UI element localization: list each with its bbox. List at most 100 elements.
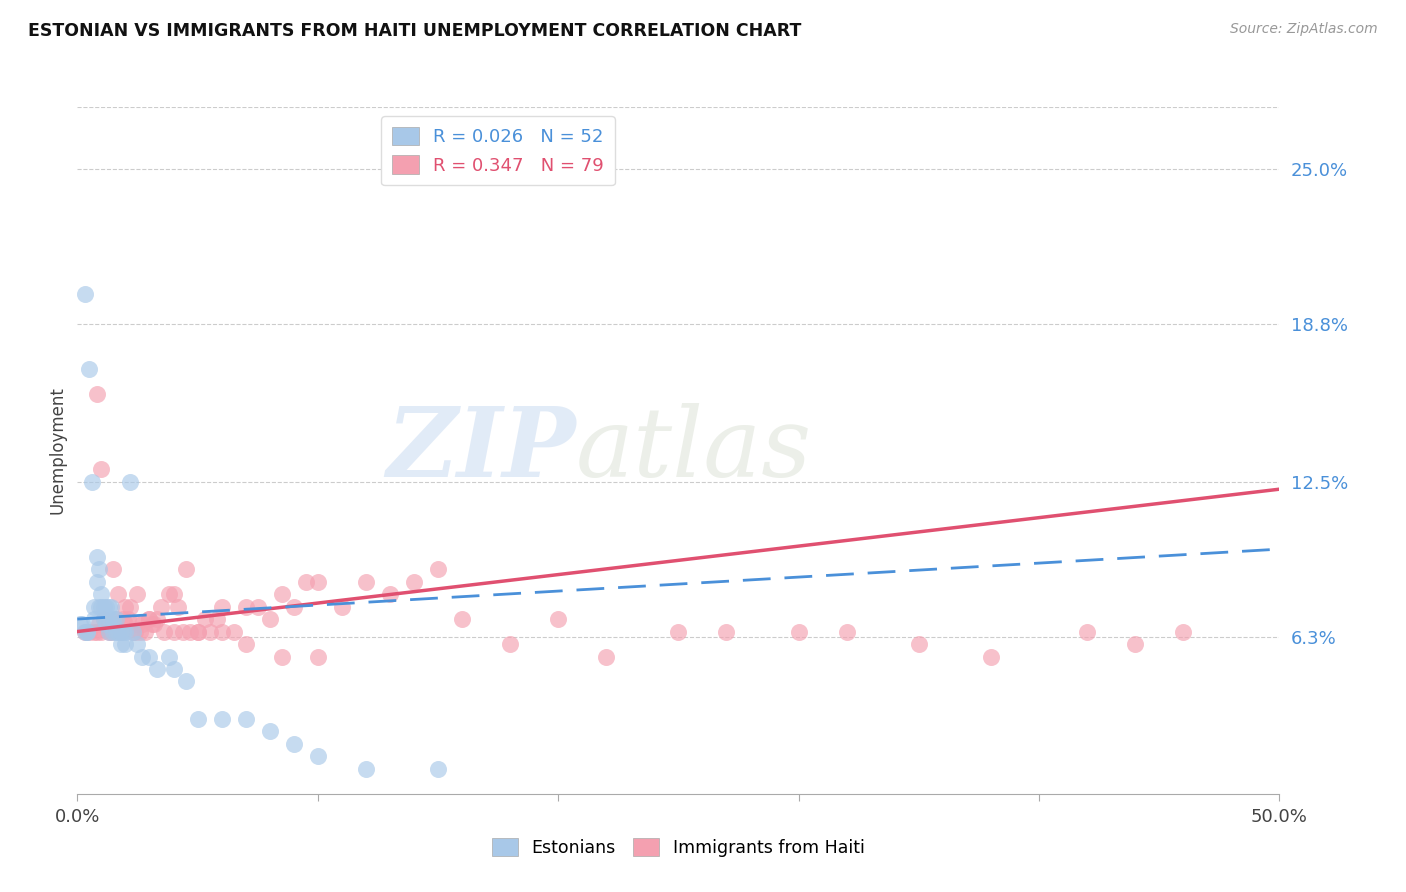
Point [73, 624, 96, 639]
Point [908, 637, 931, 651]
Point [93, 612, 115, 626]
Point [107, 624, 129, 639]
Point [1123, 637, 1146, 651]
Point [69, 617, 91, 632]
Point [79, 624, 101, 639]
Point [157, 587, 180, 601]
Point [259, 612, 281, 626]
Point [104, 612, 127, 626]
Point [76, 624, 98, 639]
Point [283, 737, 305, 751]
Point [97, 599, 120, 614]
Point [668, 624, 690, 639]
Point [198, 624, 221, 639]
Point [90, 599, 112, 614]
Point [120, 599, 142, 614]
Point [294, 574, 316, 589]
Point [104, 624, 127, 639]
Point [835, 624, 858, 639]
Point [211, 599, 233, 614]
Point [211, 624, 233, 639]
Point [980, 649, 1002, 664]
Point [145, 612, 167, 626]
Legend: Estonians, Immigrants from Haiti: Estonians, Immigrants from Haiti [485, 831, 872, 864]
Point [270, 649, 292, 664]
Point [427, 562, 450, 576]
Point [716, 624, 738, 639]
Point [157, 649, 180, 664]
Point [93, 612, 115, 626]
Point [103, 617, 125, 632]
Point [143, 617, 166, 632]
Point [283, 599, 305, 614]
Point [120, 475, 142, 489]
Point [87, 599, 110, 614]
Point [595, 649, 617, 664]
Point [194, 612, 217, 626]
Text: ESTONIAN VS IMMIGRANTS FROM HAITI UNEMPLOYMENT CORRELATION CHART: ESTONIAN VS IMMIGRANTS FROM HAITI UNEMPL… [28, 22, 801, 40]
Point [107, 587, 129, 601]
Point [499, 637, 522, 651]
Point [174, 674, 197, 689]
Point [378, 587, 401, 601]
Point [141, 617, 163, 632]
Point [235, 599, 257, 614]
Point [1076, 624, 1098, 639]
Point [96, 617, 118, 632]
Point [86, 549, 108, 564]
Point [162, 624, 184, 639]
Point [83, 612, 105, 626]
Point [103, 624, 125, 639]
Point [174, 562, 197, 576]
Point [402, 574, 425, 589]
Point [100, 624, 122, 639]
Text: atlas: atlas [576, 403, 813, 498]
Point [127, 587, 149, 601]
Point [104, 612, 127, 626]
Point [70, 617, 93, 632]
Point [121, 624, 143, 639]
Point [307, 749, 329, 764]
Point [86, 574, 108, 589]
Y-axis label: Unemployment: Unemployment [48, 386, 66, 515]
Point [121, 624, 143, 639]
Point [110, 624, 132, 639]
Point [87, 617, 110, 632]
Point [259, 724, 281, 739]
Point [86, 387, 108, 401]
Point [211, 712, 233, 726]
Point [87, 562, 110, 576]
Point [103, 612, 125, 626]
Point [114, 617, 136, 632]
Point [73, 287, 96, 301]
Point [307, 649, 329, 664]
Point [117, 612, 139, 626]
Point [76, 624, 98, 639]
Point [80, 475, 103, 489]
Point [110, 637, 132, 651]
Point [97, 624, 120, 639]
Point [93, 599, 115, 614]
Point [235, 712, 257, 726]
Point [150, 599, 173, 614]
Point [451, 612, 474, 626]
Point [73, 624, 96, 639]
Point [246, 599, 269, 614]
Point [83, 624, 105, 639]
Point [162, 587, 184, 601]
Point [97, 612, 120, 626]
Point [131, 649, 153, 664]
Point [128, 624, 150, 639]
Point [127, 637, 149, 651]
Point [110, 624, 132, 639]
Point [96, 599, 118, 614]
Point [127, 617, 149, 632]
Point [114, 599, 136, 614]
Text: Source: ZipAtlas.com: Source: ZipAtlas.com [1230, 22, 1378, 37]
Point [186, 624, 209, 639]
Point [145, 662, 167, 676]
Point [1173, 624, 1195, 639]
Point [134, 624, 156, 639]
Point [354, 574, 377, 589]
Point [103, 562, 125, 576]
